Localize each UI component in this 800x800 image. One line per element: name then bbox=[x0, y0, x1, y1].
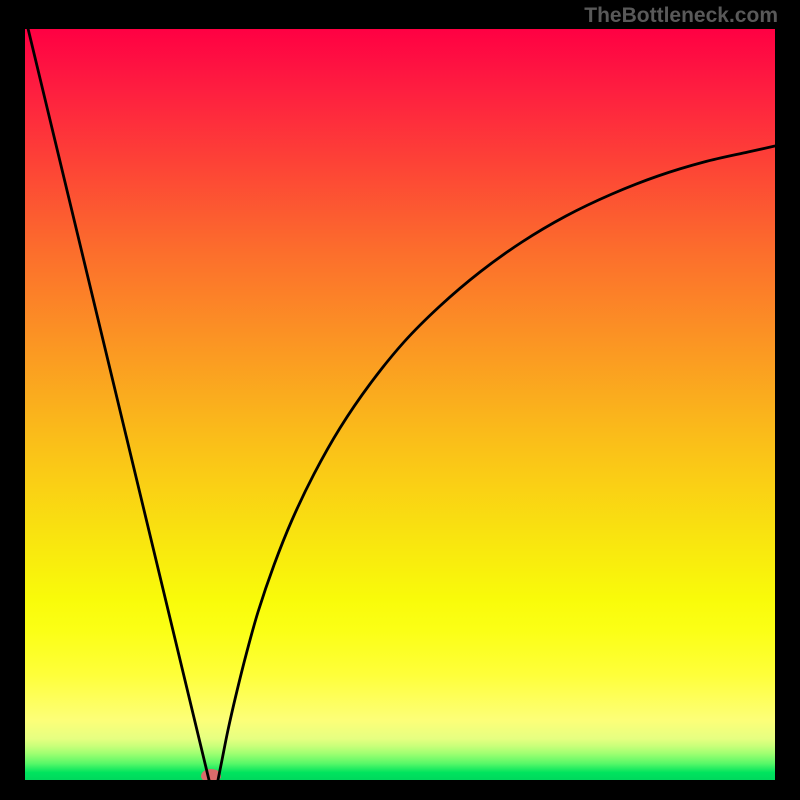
curve-layer bbox=[25, 29, 775, 780]
curve-right bbox=[218, 146, 775, 780]
plot-area bbox=[25, 29, 775, 780]
curve-left bbox=[25, 29, 209, 780]
chart-container: TheBottleneck.com bbox=[0, 0, 800, 800]
watermark-text: TheBottleneck.com bbox=[584, 4, 778, 28]
